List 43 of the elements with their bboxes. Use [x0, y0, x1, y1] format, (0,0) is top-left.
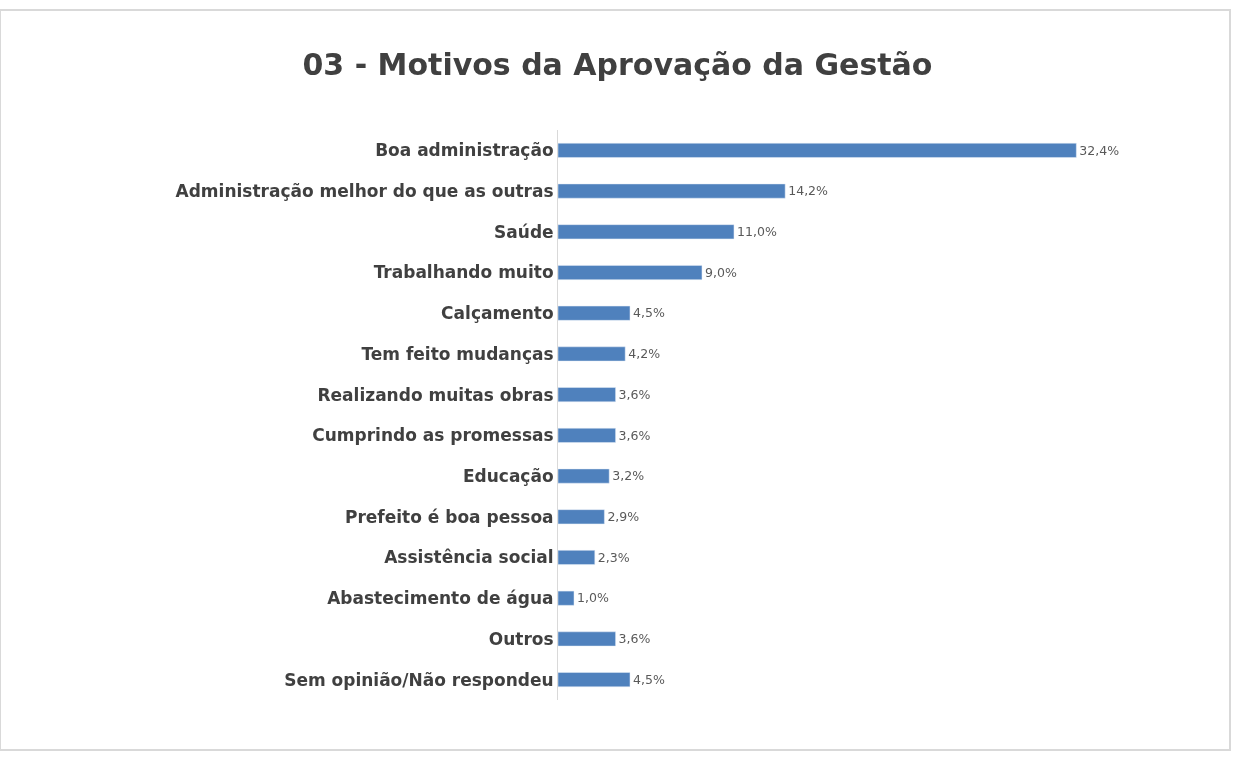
y-tick-label: Prefeito é boa pessoa	[344, 506, 554, 527]
bar	[558, 183, 786, 199]
data-label: 4,5%	[633, 671, 665, 687]
y-tick-label: Cumprindo as promessas	[312, 425, 554, 446]
y-tick-label: Saúde	[494, 221, 554, 242]
data-label: 11,0%	[736, 224, 777, 240]
data-label: 32,4%	[1079, 142, 1120, 158]
y-tick-label: Calçamento	[441, 303, 554, 324]
y-tick-label: Boa administração	[375, 140, 554, 161]
data-label: 14,2%	[788, 183, 829, 199]
bar	[558, 265, 703, 280]
bar	[558, 631, 616, 647]
chart-title: 03 - Motivos da Aprovação da Gestão	[302, 46, 933, 82]
y-tick-label: Sem opinião/Não respondeu	[284, 669, 554, 690]
data-label: 3,6%	[618, 427, 651, 443]
y-tick-label: Trabalhando muito	[373, 262, 554, 283]
y-tick-label: Administração melhor do que as outras	[175, 181, 554, 202]
bar	[558, 224, 735, 240]
data-label: 9,0%	[704, 264, 737, 280]
data-label: 3,6%	[618, 386, 651, 402]
y-tick-label: Tem feito mudanças	[361, 343, 554, 364]
bar	[558, 509, 605, 525]
y-tick-label: Abastecimento de água	[327, 588, 554, 609]
y-tick-label: Outros	[488, 628, 554, 649]
bar	[558, 590, 575, 606]
bar	[558, 550, 596, 565]
y-tick-label: Educação	[462, 466, 554, 487]
bar	[558, 468, 610, 484]
data-label: 2,3%	[597, 549, 630, 565]
y-tick-label: Assistência social	[384, 547, 554, 568]
bar	[558, 672, 631, 688]
data-label: 2,9%	[607, 509, 640, 525]
data-label: 1,0%	[577, 590, 609, 606]
bar	[558, 305, 631, 321]
bar	[558, 346, 626, 362]
data-label: 4,2%	[628, 346, 661, 362]
data-label: 3,2%	[612, 468, 645, 484]
data-label: 3,6%	[618, 631, 651, 647]
y-tick-label: Realizando muitas obras	[317, 384, 554, 405]
bar	[558, 387, 616, 403]
bar	[558, 427, 616, 443]
bar	[558, 142, 1077, 158]
data-label: 4,5%	[633, 305, 665, 321]
